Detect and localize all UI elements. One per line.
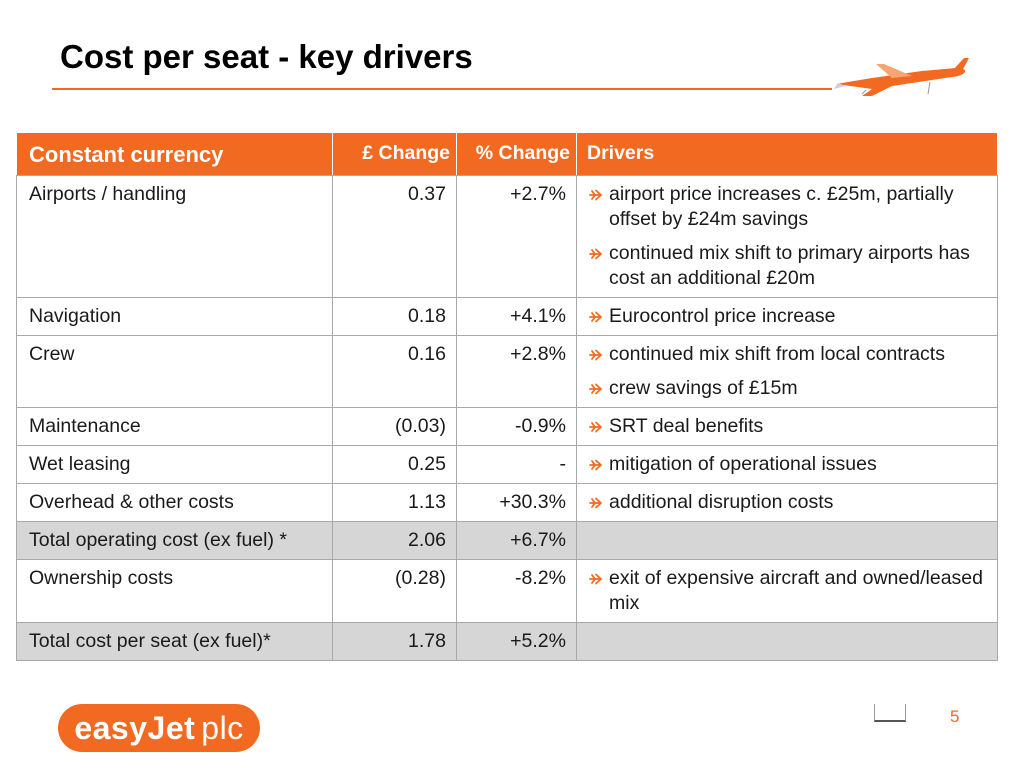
row-drivers: exit of expensive aircraft and owned/lea… bbox=[576, 559, 998, 623]
driver-item: Eurocontrol price increase bbox=[589, 304, 987, 329]
header-gbp-change: £ Change bbox=[332, 132, 457, 176]
driver-text: exit of expensive aircraft and owned/lea… bbox=[609, 567, 983, 614]
row-label: Ownership costs bbox=[16, 559, 333, 623]
table-row: Wet leasing 0.25- mitigation of operationa… bbox=[16, 445, 998, 484]
driver-text: Eurocontrol price increase bbox=[609, 305, 836, 327]
row-gbp-change: 0.25 bbox=[332, 445, 457, 484]
row-pct-change: +2.7% bbox=[456, 175, 577, 298]
row-label: Crew bbox=[16, 335, 333, 408]
arrow-bullet-icon bbox=[589, 304, 609, 329]
row-gbp-change: (0.28) bbox=[332, 559, 457, 623]
table-body: Airports / handling 0.37 +2.7% airport pric… bbox=[16, 175, 998, 661]
row-drivers: SRT deal benefits bbox=[576, 407, 998, 446]
table-row: Airports / handling 0.37 +2.7% airport pric… bbox=[16, 175, 998, 298]
driver-text: continued mix shift to primary airports … bbox=[609, 242, 970, 289]
arrow-bullet-icon bbox=[589, 342, 609, 367]
driver-item: exit of expensive aircraft and owned/lea… bbox=[589, 566, 987, 616]
title-underline bbox=[52, 88, 832, 90]
table-total-row: Total operating cost (ex fuel) * 2.06 +6.7… bbox=[16, 521, 998, 560]
logo-suffix: plc bbox=[201, 709, 244, 746]
arrow-bullet-icon bbox=[589, 241, 609, 266]
row-gbp-change: 2.06 bbox=[332, 521, 457, 560]
row-drivers: mitigation of operational issues bbox=[576, 445, 998, 484]
row-pct-change: - bbox=[456, 445, 577, 484]
row-pct-change: -0.9% bbox=[456, 407, 577, 446]
driver-item: additional disruption costs bbox=[589, 490, 987, 515]
driver-text: additional disruption costs bbox=[609, 491, 834, 513]
driver-item: airport price increases c. £25m, partial… bbox=[589, 182, 987, 232]
arrow-bullet-icon bbox=[589, 414, 609, 439]
table-header-row: Constant currency £ Change % Change Driv… bbox=[16, 132, 998, 176]
row-drivers bbox=[576, 622, 998, 661]
row-drivers: Eurocontrol price increase bbox=[576, 297, 998, 336]
header-constant-currency: Constant currency bbox=[16, 132, 333, 176]
arrow-bullet-icon bbox=[589, 566, 609, 591]
driver-item: mitigation of operational issues bbox=[589, 452, 987, 477]
row-label: Airports / handling bbox=[16, 175, 333, 298]
table-total-row: Total cost per seat (ex fuel)* 1.78 +5.2% bbox=[16, 622, 998, 661]
arrow-bullet-icon bbox=[589, 182, 609, 207]
row-gbp-change: 1.78 bbox=[332, 622, 457, 661]
driver-item: SRT deal benefits bbox=[589, 414, 987, 439]
cost-drivers-table: Constant currency £ Change % Change Driv… bbox=[16, 132, 998, 661]
driver-text: continued mix shift from local contracts bbox=[609, 343, 945, 365]
driver-text: airport price increases c. £25m, partial… bbox=[609, 183, 954, 230]
arrow-bullet-icon bbox=[589, 452, 609, 477]
row-label: Navigation bbox=[16, 297, 333, 336]
page-bracket-icon bbox=[874, 704, 906, 722]
driver-text: mitigation of operational issues bbox=[609, 453, 877, 475]
row-gbp-change: 0.16 bbox=[332, 335, 457, 408]
header-pct-change: % Change bbox=[456, 132, 577, 176]
page-number: 5 bbox=[950, 707, 960, 726]
row-drivers: continued mix shift from local contracts… bbox=[576, 335, 998, 408]
table-row: Ownership costs (0.28) -8.2% exit of expens… bbox=[16, 559, 998, 623]
header-drivers: Drivers bbox=[576, 132, 998, 176]
slide-title: Cost per seat - key drivers bbox=[60, 38, 473, 75]
airplane-icon bbox=[834, 58, 969, 96]
row-pct-change: +30.3% bbox=[456, 483, 577, 522]
row-label: Maintenance bbox=[16, 407, 333, 446]
row-pct-change: +2.8% bbox=[456, 335, 577, 408]
driver-item: crew savings of £15m bbox=[589, 376, 987, 401]
row-label: Total operating cost (ex fuel) * bbox=[16, 521, 333, 560]
row-drivers bbox=[576, 521, 998, 560]
row-gbp-change: 1.13 bbox=[332, 483, 457, 522]
row-label: Overhead & other costs bbox=[16, 483, 333, 522]
table-row: Maintenance (0.03) -0.9% SRT deal benefits bbox=[16, 407, 998, 446]
row-label: Total cost per seat (ex fuel)* bbox=[16, 622, 333, 661]
row-gbp-change: 0.37 bbox=[332, 175, 457, 298]
row-pct-change: -8.2% bbox=[456, 559, 577, 623]
driver-item: continued mix shift to primary airports … bbox=[589, 241, 987, 291]
table-row: Crew 0.16 +2.8% continued mix shift from lo… bbox=[16, 335, 998, 408]
row-drivers: additional disruption costs bbox=[576, 483, 998, 522]
driver-text: SRT deal benefits bbox=[609, 415, 764, 437]
row-drivers: airport price increases c. £25m, partial… bbox=[576, 175, 998, 298]
row-pct-change: +4.1% bbox=[456, 297, 577, 336]
table-row: Overhead & other costs 1.13 +30.3% addition… bbox=[16, 483, 998, 522]
driver-text: crew savings of £15m bbox=[609, 377, 798, 399]
row-gbp-change: 0.18 bbox=[332, 297, 457, 336]
row-gbp-change: (0.03) bbox=[332, 407, 457, 446]
row-label: Wet leasing bbox=[16, 445, 333, 484]
table-row: Navigation 0.18 +4.1% Eurocontrol price inc… bbox=[16, 297, 998, 336]
arrow-bullet-icon bbox=[589, 376, 609, 401]
driver-item: continued mix shift from local contracts bbox=[589, 342, 987, 367]
logo-brand: easyJet bbox=[74, 709, 196, 746]
easyjet-logo: easyJet plc bbox=[58, 704, 260, 752]
row-pct-change: +5.2% bbox=[456, 622, 577, 661]
row-pct-change: +6.7% bbox=[456, 521, 577, 560]
arrow-bullet-icon bbox=[589, 490, 609, 515]
